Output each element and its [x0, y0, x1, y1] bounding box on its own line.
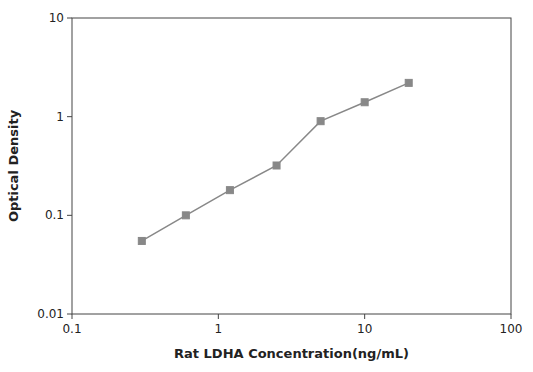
marker	[226, 187, 233, 194]
x-tick	[218, 314, 219, 319]
y-axis-label: Optical Density	[6, 109, 21, 222]
x-tick-label: 1	[215, 322, 223, 336]
x-axis: 0.1 1 10 100	[62, 314, 522, 336]
y-tick-label: 10	[49, 11, 64, 25]
y-tick-label: 1	[56, 110, 64, 124]
x-tick-label: 0.1	[62, 322, 81, 336]
line	[142, 83, 409, 241]
marker	[317, 118, 324, 125]
y-tick	[67, 314, 72, 315]
x-tick	[364, 314, 365, 319]
y-tick	[67, 18, 72, 19]
x-tick-label: 100	[500, 322, 523, 336]
y-axis: 0.01 0.1 1 10	[37, 11, 72, 321]
marker	[405, 79, 412, 86]
x-axis-label: Rat LDHA Concentration(ng/mL)	[174, 346, 409, 361]
x-tick-label: 10	[357, 322, 372, 336]
y-tick	[67, 116, 72, 117]
marker	[182, 212, 189, 219]
chart-container: 0.11101000.010.1110Rat LDHA Concentratio…	[0, 0, 533, 372]
marker	[361, 99, 368, 106]
plot-area	[138, 79, 412, 244]
y-tick-label: 0.01	[37, 307, 64, 321]
x-tick	[72, 314, 73, 319]
marker	[138, 237, 145, 244]
chart: 0.11101000.010.1110Rat LDHA Concentratio…	[0, 0, 533, 372]
x-tick	[511, 314, 512, 319]
marker	[273, 162, 280, 169]
y-tick-label: 0.1	[45, 208, 64, 222]
plot-frame	[72, 18, 511, 314]
y-tick	[67, 215, 72, 216]
